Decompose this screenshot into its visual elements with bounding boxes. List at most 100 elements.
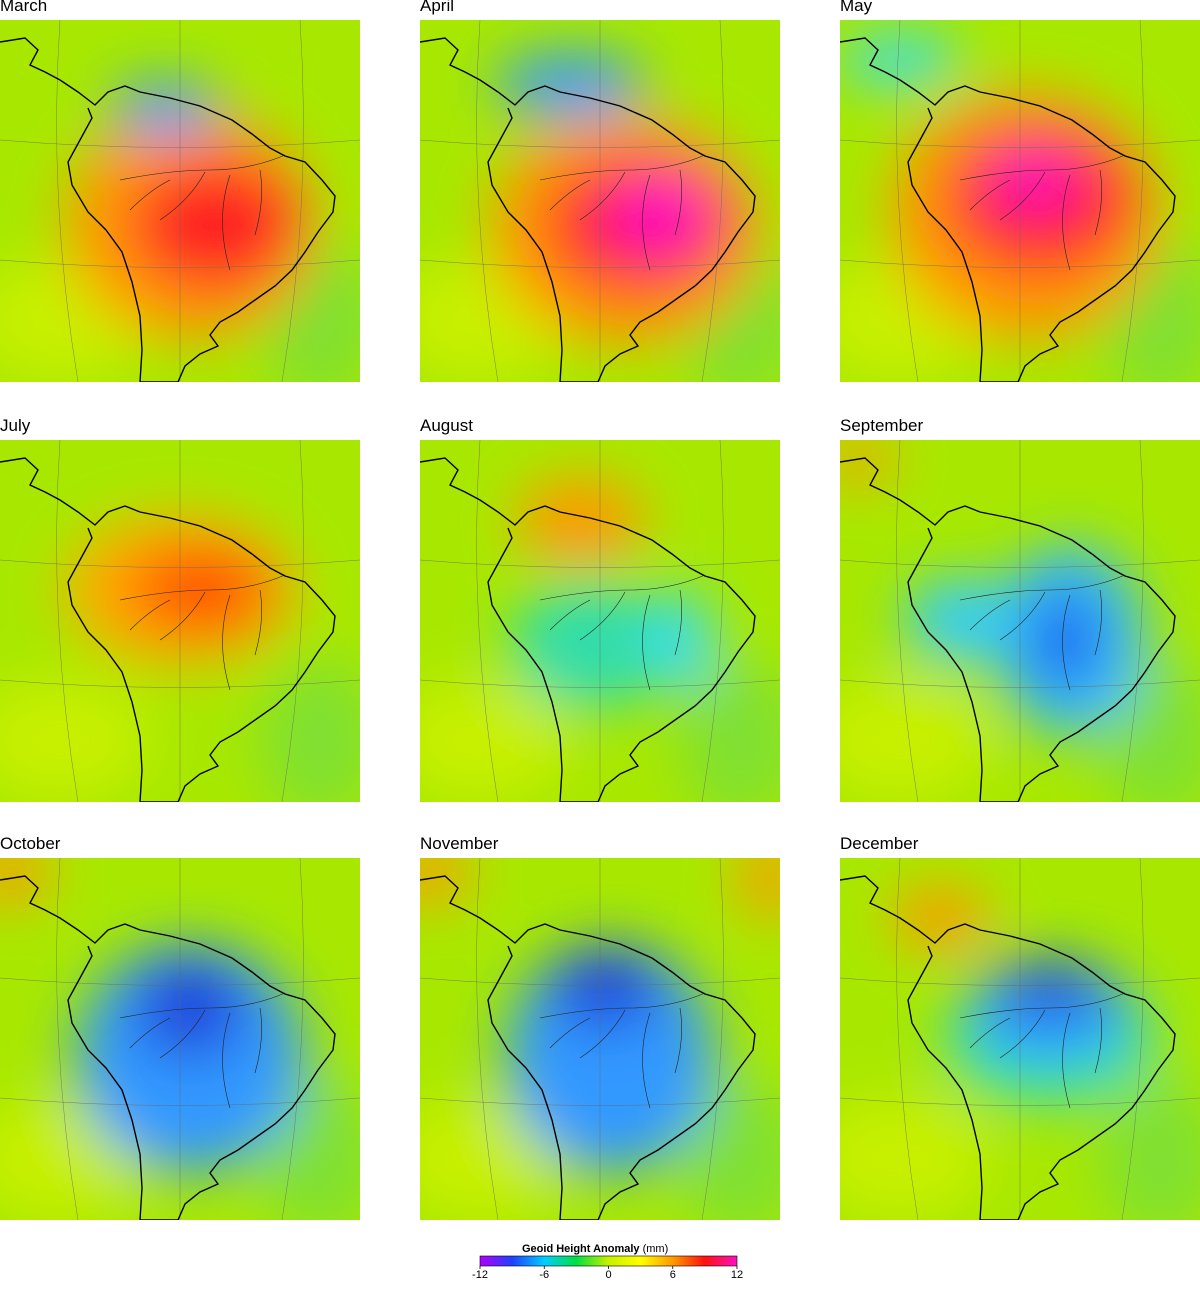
river	[129, 179, 171, 211]
map-panel	[420, 20, 780, 382]
anomaly-region	[610, 175, 710, 255]
anomaly-region	[515, 478, 645, 562]
river	[222, 594, 231, 691]
anomaly-region	[130, 160, 300, 290]
river	[539, 154, 706, 181]
map-panel	[0, 20, 360, 382]
panel-title: December	[840, 834, 919, 853]
anomaly-region	[990, 150, 1080, 210]
graticule	[56, 20, 79, 382]
anomaly-region	[1000, 963, 1100, 1013]
map-panel	[0, 440, 360, 802]
river	[969, 599, 1011, 631]
coastline	[840, 875, 1176, 1220]
graticule	[840, 977, 1200, 986]
river	[129, 599, 171, 631]
anomaly-region	[0, 680, 150, 800]
panel-title: March	[0, 0, 47, 15]
anomaly-region	[680, 660, 780, 802]
graticule	[476, 440, 499, 802]
anomaly-field	[420, 478, 780, 802]
river	[254, 589, 262, 656]
river	[642, 174, 651, 271]
graticule	[476, 20, 499, 382]
colorbar-tick-label: 0	[605, 1269, 611, 1281]
graticule	[840, 1097, 1200, 1106]
panel-title: August	[420, 416, 473, 435]
graticule	[0, 1097, 360, 1106]
anomaly-region	[420, 680, 570, 800]
coastline	[0, 37, 336, 382]
panel-title: July	[0, 416, 31, 435]
graticule	[701, 858, 724, 1220]
anomaly-region	[0, 858, 50, 903]
river	[579, 171, 626, 221]
colorbar-title: Geoid Height Anomaly (mm)	[522, 1243, 668, 1255]
river	[119, 992, 286, 1019]
river	[579, 591, 626, 641]
river	[254, 1007, 262, 1074]
panel-title: May	[840, 0, 873, 15]
graticule	[420, 139, 780, 148]
river	[222, 174, 231, 271]
map-panel	[840, 440, 1200, 802]
river	[1094, 169, 1102, 236]
river	[642, 1012, 651, 1109]
graticule	[0, 559, 360, 568]
colorbar-tick-label: 6	[670, 1269, 676, 1281]
graticule	[0, 259, 360, 268]
river	[549, 599, 591, 631]
anomaly-region	[420, 858, 470, 903]
anomaly-region	[1100, 1078, 1200, 1220]
graticule	[1121, 858, 1144, 1220]
anomaly-field	[0, 82, 360, 382]
graticule	[281, 858, 304, 1220]
graticule	[896, 20, 919, 382]
graticule	[840, 559, 1200, 568]
graticule	[420, 977, 780, 986]
river	[539, 992, 706, 1019]
anomaly-region	[260, 660, 360, 802]
graticule	[420, 679, 780, 688]
anomaly-region	[740, 858, 780, 918]
coastline	[420, 875, 756, 1220]
anomaly-field	[840, 888, 1200, 1220]
river	[549, 179, 591, 211]
river	[1062, 174, 1071, 271]
anomaly-region	[135, 958, 245, 1058]
anomaly-region	[840, 440, 895, 482]
colorbar-title-text: Geoid Height Anomaly	[522, 1243, 640, 1255]
map-panel	[0, 858, 360, 1220]
graticule	[281, 20, 304, 382]
graticule	[896, 440, 919, 802]
anomaly-region	[510, 580, 670, 710]
panel-title: September	[840, 416, 923, 435]
graticule	[840, 139, 1200, 148]
anomaly-field	[0, 858, 360, 1220]
river	[969, 1017, 1011, 1049]
coastline	[840, 37, 1176, 382]
map-panel	[840, 858, 1200, 1220]
anomaly-region	[840, 680, 990, 800]
river	[969, 179, 1011, 211]
river	[119, 154, 286, 181]
river	[579, 1009, 626, 1059]
river	[159, 171, 206, 221]
river	[674, 1007, 682, 1074]
anomaly-region	[1030, 590, 1100, 690]
coastline	[420, 457, 756, 802]
graticule	[840, 259, 1200, 268]
graticule	[0, 977, 360, 986]
anomaly-field	[840, 440, 1200, 802]
anomaly-region	[890, 888, 990, 948]
river	[999, 1009, 1046, 1059]
coastline	[840, 457, 1176, 802]
river	[999, 591, 1046, 641]
colorbar-tick-label: -6	[539, 1269, 549, 1281]
graticule	[1121, 20, 1144, 382]
colorbar-ramp	[479, 1255, 738, 1267]
river	[959, 992, 1126, 1019]
river	[222, 1012, 231, 1109]
river	[1062, 1012, 1071, 1109]
